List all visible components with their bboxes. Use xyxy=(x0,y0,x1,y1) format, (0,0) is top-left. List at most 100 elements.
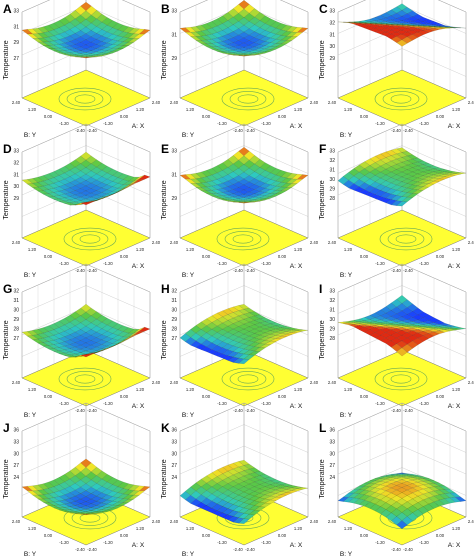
y-axis-title: B: Y xyxy=(24,272,37,279)
y-tick-label: 0.00 xyxy=(44,533,53,538)
x-tick-label: 1.20 xyxy=(136,526,145,531)
y-tick-label: -1.20 xyxy=(375,401,385,406)
panel-label: C xyxy=(319,2,328,16)
x-tick-label: -2.40 xyxy=(87,128,97,133)
y-tick-label: 1.20 xyxy=(28,107,37,112)
contour-line xyxy=(374,87,428,111)
x-tick-label: -2.40 xyxy=(403,268,413,273)
y-axis-title: B: Y xyxy=(24,411,37,418)
z-axis-title: Temperature xyxy=(319,320,326,359)
response-surface xyxy=(21,151,151,205)
contour-line xyxy=(390,94,412,104)
x-tick-label: -1.20 xyxy=(419,121,429,126)
x-tick-label: 0.00 xyxy=(436,394,445,399)
z-tick-label: 29 xyxy=(13,316,19,322)
y-tick-label: -2.40 xyxy=(391,547,401,552)
z-tick-label: 30 xyxy=(13,307,19,313)
contour-floor xyxy=(21,69,151,127)
z-tick-label: 31 xyxy=(171,298,177,304)
contour-line xyxy=(58,87,112,111)
response-surface xyxy=(21,1,151,59)
contour-floor xyxy=(337,69,467,127)
y-tick-label: 0.00 xyxy=(202,254,211,259)
x-tick-label: -1.20 xyxy=(261,401,271,406)
x-axis-title: A: X xyxy=(290,542,303,549)
x-tick-label: -1.20 xyxy=(103,401,113,406)
contour-line xyxy=(221,87,275,111)
x-tick-label: 2.40 xyxy=(468,380,474,385)
y-tick-label: -2.40 xyxy=(391,268,401,273)
x-axis-title: A: X xyxy=(132,263,145,270)
y-tick-label: 0.00 xyxy=(360,254,369,259)
y-tick-label: 2.40 xyxy=(170,100,179,105)
panel-label: J xyxy=(3,421,10,435)
x-tick-label: 2.40 xyxy=(310,380,319,385)
z-axis-title: Temperature xyxy=(161,40,168,79)
y-tick-label: 1.20 xyxy=(344,526,353,531)
x-tick-label: 1.20 xyxy=(294,107,303,112)
contour-floor xyxy=(179,209,309,267)
z-tick-label: 33 xyxy=(329,9,335,15)
x-tick-label: 1.20 xyxy=(452,247,461,252)
z-tick-label: 28 xyxy=(329,335,335,341)
response-surface xyxy=(337,147,467,206)
contour-line xyxy=(374,367,428,390)
x-tick-label: 2.40 xyxy=(468,240,474,245)
y-tick-label: -2.40 xyxy=(391,408,401,413)
panel-label: E xyxy=(161,142,169,156)
y-tick-label: 2.40 xyxy=(170,380,179,385)
x-tick-label: 2.40 xyxy=(152,100,161,105)
contour-floor xyxy=(337,349,467,406)
surface-plot-l: L 24 27 30 33 36 Temperature 2.40 1.20 0.00 -1.20 -… xyxy=(316,403,474,559)
z-tick-label: 33 xyxy=(329,148,335,154)
response-surface xyxy=(179,0,309,57)
surface-plot-b: B 29 31 33 Temperature 2.40 1.20 0.00 -1.20 -2.40… xyxy=(158,0,319,140)
response-surface xyxy=(21,303,151,357)
x-tick-label: -1.20 xyxy=(103,540,113,545)
y-tick-label: -2.40 xyxy=(391,128,401,133)
surface-plot-j: J 24 27 30 33 36 Temperature 2.40 1.20 0.00 -1.20 -… xyxy=(0,403,161,559)
z-tick-label: 30 xyxy=(13,452,19,458)
y-tick-label: 1.20 xyxy=(186,526,195,531)
contour-line xyxy=(79,234,101,244)
x-tick-label: 2.40 xyxy=(152,240,161,245)
contour-line xyxy=(66,370,104,387)
x-tick-label: -1.20 xyxy=(419,401,429,406)
z-tick-label: 29 xyxy=(171,316,177,322)
z-tick-label: 27 xyxy=(13,56,19,62)
y-tick-label: 1.20 xyxy=(28,247,37,252)
y-tick-label: 2.40 xyxy=(170,519,179,524)
x-tick-label: 2.40 xyxy=(152,380,161,385)
y-tick-label: -2.40 xyxy=(75,408,85,413)
panel-label: F xyxy=(319,142,326,156)
response-surface xyxy=(337,472,467,530)
contour-line xyxy=(71,230,109,247)
surface-plot-i: I 28 29 30 31 32 33 Temperature 2.40 1.20 0.00 -1.2… xyxy=(316,263,474,420)
y-tick-label: -1.20 xyxy=(59,401,69,406)
x-tick-label: 0.00 xyxy=(436,254,445,259)
z-tick-label: 30 xyxy=(171,452,177,458)
contour-line xyxy=(63,227,117,250)
x-tick-label: -1.20 xyxy=(419,261,429,266)
z-axis-title: Temperature xyxy=(3,180,10,219)
response-surface xyxy=(179,460,309,525)
y-tick-label: 2.40 xyxy=(328,519,337,524)
x-tick-label: 1.20 xyxy=(136,387,145,392)
y-tick-label: -1.20 xyxy=(59,540,69,545)
z-tick-label: 28 xyxy=(171,326,177,332)
y-tick-label: 1.20 xyxy=(28,387,37,392)
contour-line xyxy=(58,367,112,390)
z-tick-label: 31 xyxy=(13,24,19,30)
x-tick-label: 0.00 xyxy=(120,254,129,259)
contour-line xyxy=(224,230,262,247)
z-tick-label: 29 xyxy=(13,40,19,46)
x-tick-label: 2.40 xyxy=(468,519,474,524)
x-tick-label: 0.00 xyxy=(278,394,287,399)
z-tick-label: 27 xyxy=(329,463,335,469)
contour-line xyxy=(237,94,259,104)
z-tick-label: 33 xyxy=(329,288,335,294)
z-tick-label: 33 xyxy=(171,148,177,154)
y-tick-label: -2.40 xyxy=(233,128,243,133)
z-axis-title: Temperature xyxy=(3,320,10,359)
x-tick-label: 0.00 xyxy=(278,254,287,259)
